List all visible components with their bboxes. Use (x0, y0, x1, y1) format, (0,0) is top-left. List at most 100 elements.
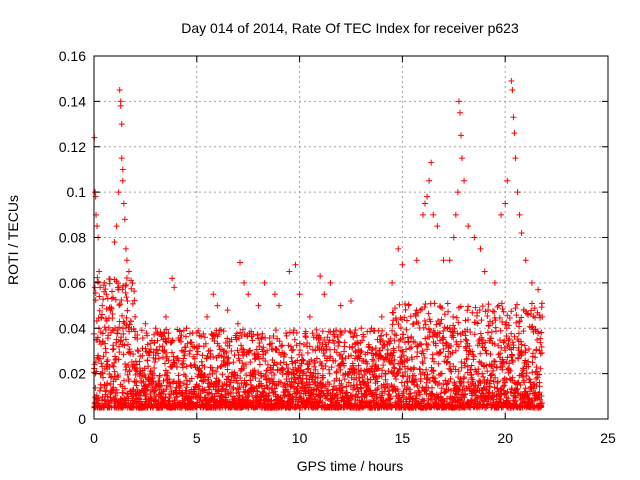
data-point (505, 395, 512, 402)
data-point (116, 302, 123, 309)
data-point (103, 387, 110, 394)
data-point (470, 353, 477, 360)
data-point (233, 377, 240, 384)
data-point (179, 361, 186, 368)
data-point (396, 301, 403, 308)
data-point (104, 393, 111, 400)
data-point (95, 355, 102, 362)
data-point (171, 284, 178, 291)
data-point (286, 329, 293, 336)
data-point (167, 383, 174, 390)
data-point (102, 345, 109, 352)
data-point (462, 362, 469, 369)
data-point (125, 361, 132, 368)
data-point (455, 368, 462, 375)
data-point (227, 379, 234, 386)
data-point (259, 330, 266, 337)
data-point (119, 312, 126, 319)
data-point (397, 397, 404, 404)
data-point (105, 332, 112, 339)
data-point (362, 380, 369, 387)
data-point (422, 300, 429, 307)
data-point (108, 295, 115, 302)
data-point (381, 342, 388, 349)
data-point (255, 369, 262, 376)
data-point (125, 268, 132, 275)
data-point (235, 388, 242, 395)
data-point (412, 376, 419, 383)
data-point (379, 337, 386, 344)
data-point (117, 338, 124, 345)
data-point (372, 361, 379, 368)
data-point (522, 257, 529, 264)
data-point (475, 366, 482, 373)
data-point (478, 340, 485, 347)
data-point (421, 387, 428, 394)
data-point (294, 385, 301, 392)
data-point (115, 284, 122, 291)
data-point (124, 307, 131, 314)
data-point (450, 363, 457, 370)
data-point (224, 307, 231, 314)
data-point (112, 296, 119, 303)
data-point (466, 343, 473, 350)
data-point (474, 394, 481, 401)
data-point (335, 338, 342, 345)
data-point (216, 378, 223, 385)
data-point (211, 337, 218, 344)
data-point (144, 341, 151, 348)
y-tick-label: 0.06 (59, 275, 86, 291)
data-point (389, 279, 396, 286)
data-point (210, 291, 217, 298)
data-point (313, 326, 320, 333)
data-point (429, 384, 436, 391)
data-point (115, 356, 122, 363)
data-point (296, 347, 303, 354)
data-point (512, 305, 519, 312)
data-point (96, 387, 103, 394)
data-point (492, 358, 499, 365)
data-point (223, 382, 230, 389)
data-point (477, 393, 484, 400)
data-point (464, 369, 471, 376)
data-point (457, 338, 464, 345)
data-point (218, 327, 225, 334)
data-point (406, 386, 413, 393)
data-point (256, 361, 263, 368)
data-point (138, 327, 145, 334)
data-point (113, 355, 120, 362)
data-point (186, 330, 193, 337)
data-point (467, 329, 474, 336)
data-point (423, 366, 430, 373)
data-point (116, 324, 123, 331)
data-point (407, 313, 414, 320)
data-point (405, 301, 412, 308)
data-point (504, 354, 511, 361)
data-point (304, 349, 311, 356)
data-point (283, 361, 290, 368)
data-point (306, 361, 313, 368)
data-point (124, 297, 131, 304)
data-point (193, 351, 200, 358)
data-point (485, 389, 492, 396)
data-point (158, 382, 165, 389)
data-point (151, 331, 158, 338)
data-point (461, 177, 468, 184)
data-point (109, 288, 116, 295)
data-point (483, 362, 490, 369)
data-point (281, 350, 288, 357)
data-point (256, 355, 263, 362)
data-point (175, 378, 182, 385)
data-point (450, 234, 457, 241)
data-point (414, 348, 421, 355)
data-point (151, 387, 158, 394)
data-point (199, 352, 206, 359)
data-point (532, 354, 539, 361)
data-point (422, 388, 429, 395)
data-point (296, 340, 303, 347)
data-point (133, 382, 140, 389)
data-point (237, 329, 244, 336)
data-point (194, 348, 201, 355)
data-point (113, 336, 120, 343)
data-point (473, 395, 480, 402)
